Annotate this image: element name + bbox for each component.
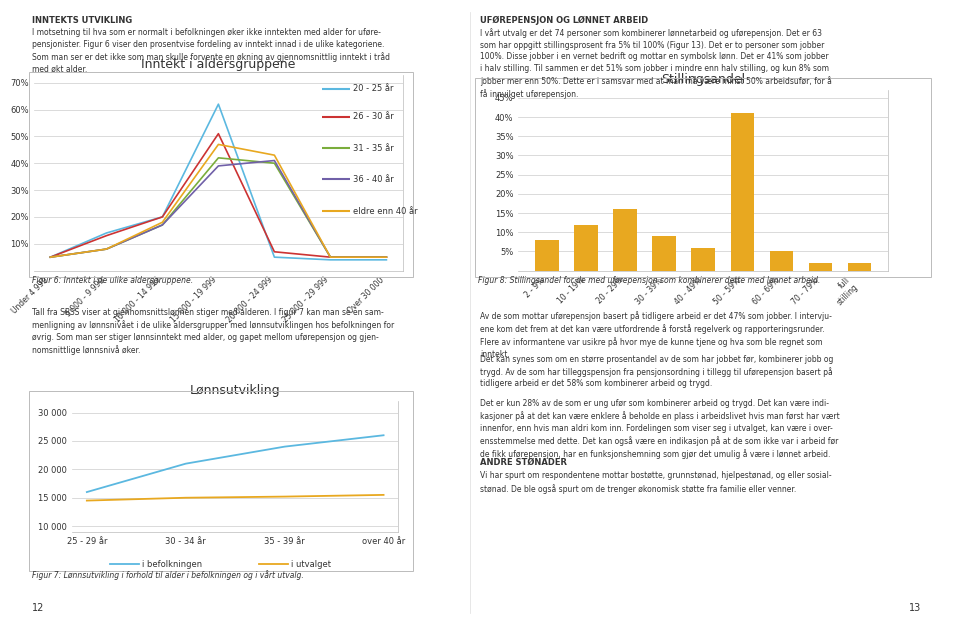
Title: Stillingsandel: Stillingsandel xyxy=(661,73,745,86)
Bar xyxy=(536,240,559,271)
Bar xyxy=(691,248,715,271)
Text: 20 - 25 år: 20 - 25 år xyxy=(353,85,394,93)
Bar xyxy=(770,251,793,271)
Text: Det kan synes som om en større prosentandel av de som har jobbet før, kombinerer: Det kan synes som om en større prosentan… xyxy=(480,355,833,388)
Text: Figur 8: Stillingsandel for de med uførepensjon som kombinerer dette med lønnet : Figur 8: Stillingsandel for de med uføre… xyxy=(478,276,821,285)
Text: I motsetning til hva som er normalt i befolkningen øker ikke inntekten med alder: I motsetning til hva som er normalt i be… xyxy=(32,28,390,73)
Text: Figur 7: Lønnsutvikling i forhold til alder i befolkningen og i vårt utvalg.: Figur 7: Lønnsutvikling i forhold til al… xyxy=(32,570,303,580)
Bar xyxy=(808,263,832,271)
Text: INNTEKTS UTVIKLING: INNTEKTS UTVIKLING xyxy=(32,16,132,25)
Text: 31 - 35 år: 31 - 35 år xyxy=(353,144,394,152)
Text: Av de som mottar uførepensjon basert på tidligere arbeid er det 47% som jobber. : Av de som mottar uførepensjon basert på … xyxy=(480,311,832,359)
Bar xyxy=(731,113,754,271)
Text: i utvalget: i utvalget xyxy=(291,560,331,569)
Text: Tall fra SBSS viser at gjennomsnittslønnen stiger med alderen. I figur 7 kan man: Tall fra SBSS viser at gjennomsnittslønn… xyxy=(32,308,394,355)
Text: 36 - 40 år: 36 - 40 år xyxy=(353,175,394,183)
Title: Lønnsutvikling: Lønnsutvikling xyxy=(190,384,280,397)
Text: Det er kun 28% av de som er ung ufør som kombinerer arbeid og trygd. Det kan vær: Det er kun 28% av de som er ung ufør som… xyxy=(480,399,840,459)
Text: 12: 12 xyxy=(32,603,44,613)
Text: i befolkningen: i befolkningen xyxy=(142,560,203,569)
Bar xyxy=(848,263,871,271)
Text: I vårt utvalg er det 74 personer som kombinerer lønnetarbeid og uførepensjon. De: I vårt utvalg er det 74 personer som kom… xyxy=(480,28,832,100)
Text: ANDRE STØNADER: ANDRE STØNADER xyxy=(480,458,567,467)
Text: UFØREPENSJON OG LØNNET ARBEID: UFØREPENSJON OG LØNNET ARBEID xyxy=(480,16,648,25)
Bar xyxy=(613,209,636,271)
Text: eldre enn 40 år: eldre enn 40 år xyxy=(353,207,418,216)
Title: Inntekt i aldersgruppene: Inntekt i aldersgruppene xyxy=(141,58,296,71)
Bar xyxy=(574,225,598,271)
Text: 13: 13 xyxy=(909,603,922,613)
Text: Figur 6: Inntekt i de ulike aldersgruppene.: Figur 6: Inntekt i de ulike aldersgruppe… xyxy=(32,276,193,285)
Bar xyxy=(653,236,676,271)
Text: 26 - 30 år: 26 - 30 år xyxy=(353,113,394,121)
Text: Vi har spurt om respondentene mottar bostøtte, grunnstønad, hjelpestønad, og ell: Vi har spurt om respondentene mottar bos… xyxy=(480,471,831,493)
